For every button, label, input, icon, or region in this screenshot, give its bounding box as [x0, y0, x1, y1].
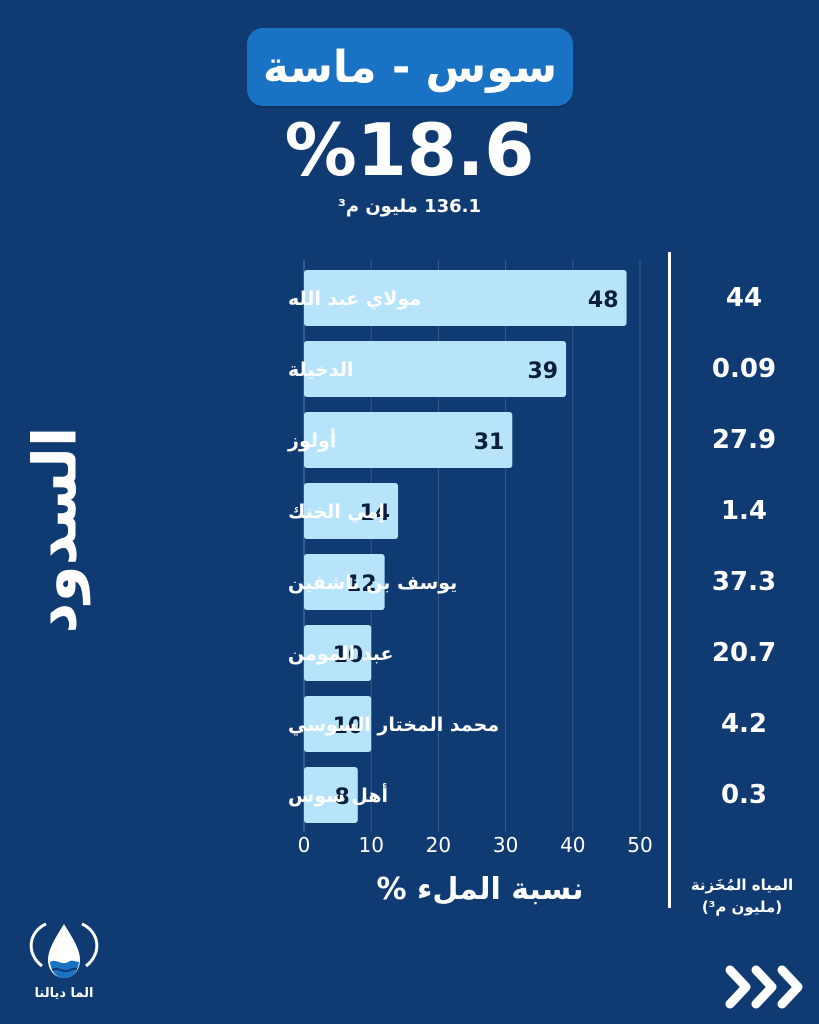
page-title: سوس - ماسة: [262, 41, 558, 93]
x-tick-label: 0: [298, 833, 311, 857]
stored-water-value: 20.7: [711, 638, 777, 668]
bar: [304, 270, 627, 326]
stored-water-value: 44: [725, 283, 763, 313]
brand-logo: الما ديالنا: [22, 918, 106, 1010]
x-tick-label: 40: [560, 833, 585, 857]
brand-name: الما ديالنا: [34, 986, 94, 1001]
bar-value-label: 48: [588, 288, 619, 313]
category-label: أولوز: [287, 428, 336, 452]
title-pill: سوس - ماسة: [247, 28, 573, 106]
water-drop-logo-icon: [29, 922, 99, 978]
stored-column-header: المياه المُخَزنة (مليون م³): [672, 874, 812, 918]
column-divider: [668, 252, 671, 908]
stored-water-value: 0.3: [720, 780, 768, 810]
bar: [304, 341, 567, 397]
bar-value-label: 31: [474, 430, 505, 455]
category-label: أهل سوس: [288, 783, 388, 807]
stored-water-value: 27.9: [711, 425, 777, 455]
stored-water-value: 1.4: [720, 496, 768, 526]
overall-stored-volume: 136.1 مليون م³: [337, 196, 482, 217]
category-label: الدخيلة: [288, 359, 353, 381]
category-label: يوسف بن تاشفين: [288, 572, 457, 594]
next-arrows-icon[interactable]: [724, 962, 806, 1012]
bar: [304, 696, 372, 752]
bar-value-label: 39: [527, 359, 558, 384]
x-tick-label: 50: [627, 833, 652, 857]
bar: [304, 483, 399, 539]
bar-value-label: 10: [333, 643, 364, 668]
x-axis-title: نسبة الملء %: [376, 872, 584, 907]
stored-header-line1: المياه المُخَزنة: [690, 876, 794, 894]
category-label: إمي الخنك: [288, 501, 385, 523]
stored-header-line2: (مليون م³): [701, 898, 783, 916]
x-tick-label: 30: [493, 833, 518, 857]
category-label: عبد المومن: [288, 643, 393, 665]
category-label: محمد المختار السوسي: [288, 714, 499, 736]
overall-fill-percent: %18.6: [284, 108, 535, 192]
bar: [304, 554, 385, 610]
category-label: مولاي عبد الله: [288, 288, 421, 311]
stored-water-value: 0.09: [711, 354, 777, 384]
bar-value-label: 8: [334, 785, 349, 810]
bar: [304, 767, 358, 823]
bar-value-label: 12: [346, 572, 377, 597]
bar-value-label: 10: [333, 714, 364, 739]
stored-water-value: 4.2: [720, 709, 768, 739]
bar-value-label: 14: [359, 501, 390, 526]
x-tick-label: 20: [426, 833, 451, 857]
bar: [304, 625, 372, 681]
stored-water-value: 37.3: [711, 567, 777, 597]
bar: [304, 412, 513, 468]
x-tick-label: 10: [358, 833, 383, 857]
